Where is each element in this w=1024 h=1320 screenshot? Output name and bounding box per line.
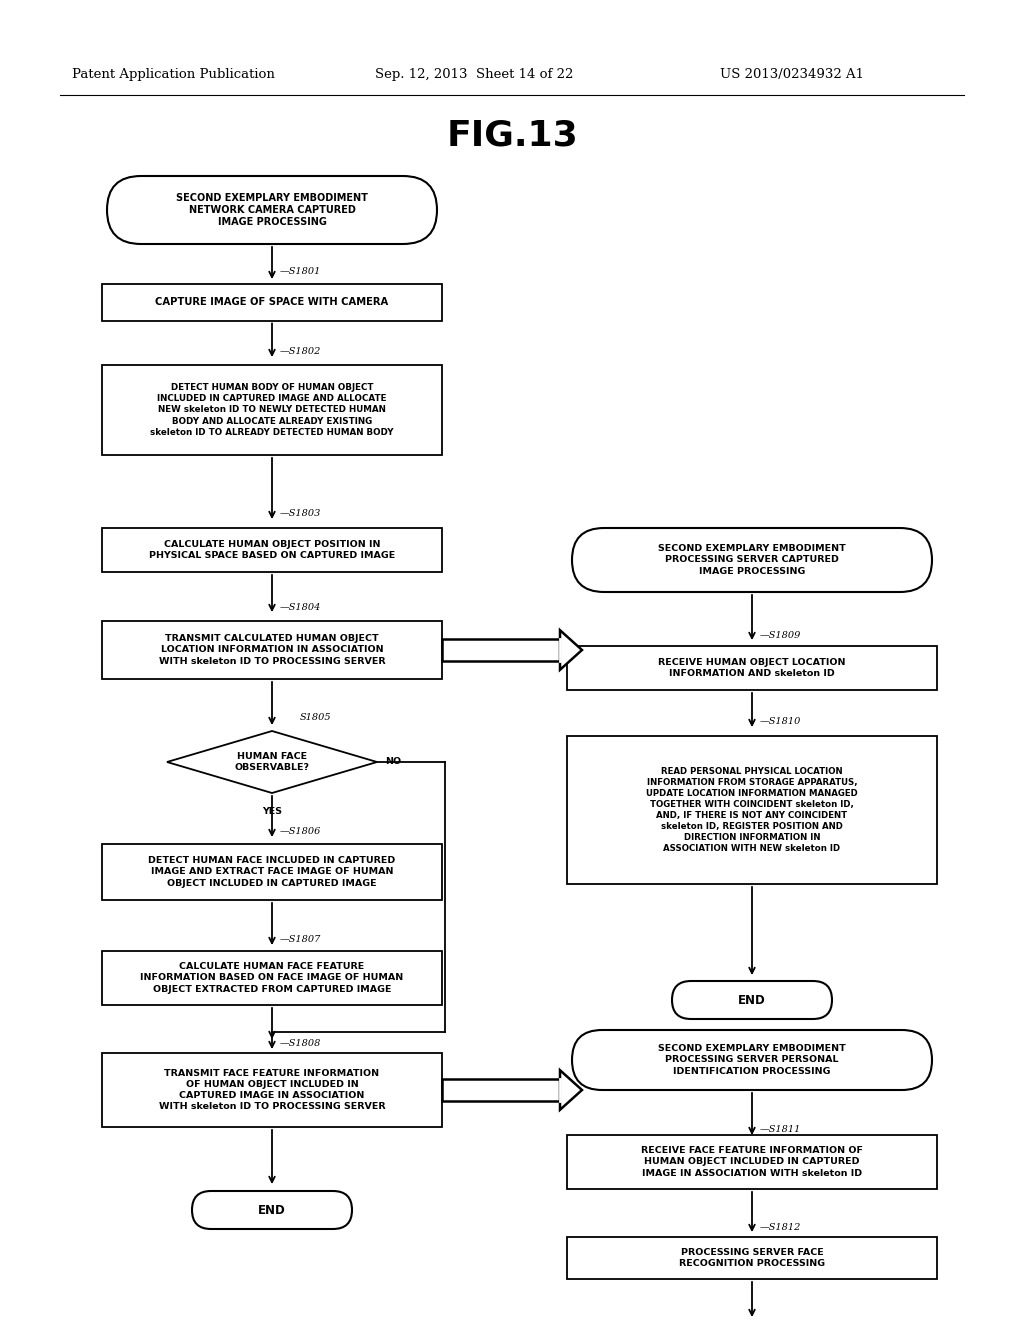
Polygon shape	[167, 731, 377, 793]
Bar	[567, 737, 937, 884]
Bar	[102, 620, 442, 678]
Text: —S1809: —S1809	[760, 631, 802, 639]
Text: YES: YES	[262, 807, 282, 816]
Text: END: END	[258, 1204, 286, 1217]
Bar	[567, 1135, 937, 1189]
Text: —S1807: —S1807	[280, 936, 322, 945]
Polygon shape	[560, 630, 582, 669]
Text: CALCULATE HUMAN FACE FEATURE
INFORMATION BASED ON FACE IMAGE OF HUMAN
OBJECT EXT: CALCULATE HUMAN FACE FEATURE INFORMATION…	[140, 962, 403, 994]
Text: Sep. 12, 2013  Sheet 14 of 22: Sep. 12, 2013 Sheet 14 of 22	[375, 69, 573, 81]
Text: TRANSMIT FACE FEATURE INFORMATION
OF HUMAN OBJECT INCLUDED IN
CAPTURED IMAGE IN : TRANSMIT FACE FEATURE INFORMATION OF HUM…	[159, 1069, 385, 1111]
Text: CALCULATE HUMAN OBJECT POSITION IN
PHYSICAL SPACE BASED ON CAPTURED IMAGE: CALCULATE HUMAN OBJECT POSITION IN PHYSI…	[148, 540, 395, 560]
Text: DETECT HUMAN BODY OF HUMAN OBJECT
INCLUDED IN CAPTURED IMAGE AND ALLOCATE
NEW sk: DETECT HUMAN BODY OF HUMAN OBJECT INCLUD…	[151, 383, 394, 437]
Text: PROCESSING SERVER FACE
RECOGNITION PROCESSING: PROCESSING SERVER FACE RECOGNITION PROCE…	[679, 1247, 825, 1269]
FancyBboxPatch shape	[106, 176, 437, 244]
Text: —S1802: —S1802	[280, 347, 322, 356]
Text: READ PERSONAL PHYSICAL LOCATION
INFORMATION FROM STORAGE APPARATUS,
UPDATE LOCAT: READ PERSONAL PHYSICAL LOCATION INFORMAT…	[646, 767, 858, 853]
Text: —S1810: —S1810	[760, 718, 802, 726]
Bar	[102, 843, 442, 900]
Text: —S1812: —S1812	[760, 1222, 802, 1232]
Text: RECEIVE HUMAN OBJECT LOCATION
INFORMATION AND skeleton ID: RECEIVE HUMAN OBJECT LOCATION INFORMATIO…	[658, 657, 846, 678]
FancyBboxPatch shape	[672, 981, 831, 1019]
FancyBboxPatch shape	[193, 1191, 352, 1229]
Text: CAPTURE IMAGE OF SPACE WITH CAMERA: CAPTURE IMAGE OF SPACE WITH CAMERA	[156, 297, 389, 308]
Text: SECOND EXEMPLARY EMBODIMENT
PROCESSING SERVER CAPTURED
IMAGE PROCESSING: SECOND EXEMPLARY EMBODIMENT PROCESSING S…	[658, 544, 846, 576]
Text: —S1801: —S1801	[280, 268, 322, 276]
Text: HUMAN FACE
OBSERVABLE?: HUMAN FACE OBSERVABLE?	[234, 752, 309, 772]
Text: DETECT HUMAN FACE INCLUDED IN CAPTURED
IMAGE AND EXTRACT FACE IMAGE OF HUMAN
OBJ: DETECT HUMAN FACE INCLUDED IN CAPTURED I…	[148, 857, 395, 887]
FancyBboxPatch shape	[572, 528, 932, 591]
Bar	[567, 1237, 937, 1279]
FancyBboxPatch shape	[572, 1030, 932, 1090]
Text: NO: NO	[385, 758, 401, 767]
Polygon shape	[560, 1071, 582, 1110]
Text: —S1808: —S1808	[280, 1039, 322, 1048]
Text: SECOND EXEMPLARY EMBODIMENT
NETWORK CAMERA CAPTURED
IMAGE PROCESSING: SECOND EXEMPLARY EMBODIMENT NETWORK CAME…	[176, 193, 368, 227]
Text: —S1804: —S1804	[280, 602, 322, 611]
Text: END: END	[738, 994, 766, 1006]
Text: RECEIVE FACE FEATURE INFORMATION OF
HUMAN OBJECT INCLUDED IN CAPTURED
IMAGE IN A: RECEIVE FACE FEATURE INFORMATION OF HUMA…	[641, 1146, 863, 1177]
Text: US 2013/0234932 A1: US 2013/0234932 A1	[720, 69, 864, 81]
Text: SECOND EXEMPLARY EMBODIMENT
PROCESSING SERVER PERSONAL
IDENTIFICATION PROCESSING: SECOND EXEMPLARY EMBODIMENT PROCESSING S…	[658, 1044, 846, 1076]
Text: —S1803: —S1803	[280, 508, 322, 517]
Bar	[102, 366, 442, 455]
Bar	[442, 639, 560, 661]
Bar	[102, 950, 442, 1005]
Bar	[567, 645, 937, 690]
Text: S1805: S1805	[300, 714, 332, 722]
Bar	[102, 1053, 442, 1127]
Bar	[102, 284, 442, 321]
Bar	[442, 1078, 560, 1101]
Text: TRANSMIT CALCULATED HUMAN OBJECT
LOCATION INFORMATION IN ASSOCIATION
WITH skelet: TRANSMIT CALCULATED HUMAN OBJECT LOCATIO…	[159, 635, 385, 665]
Bar	[102, 528, 442, 572]
Text: FIG.13: FIG.13	[446, 117, 578, 152]
Text: —S1811: —S1811	[760, 1126, 802, 1134]
Text: Patent Application Publication: Patent Application Publication	[72, 69, 274, 81]
Text: —S1806: —S1806	[280, 828, 322, 837]
